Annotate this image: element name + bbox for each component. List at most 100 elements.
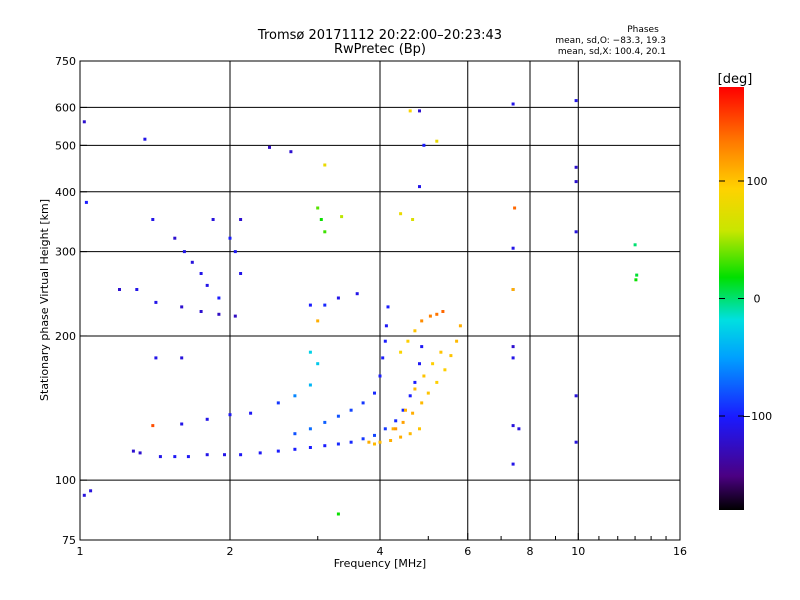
data-point-o (154, 356, 158, 360)
data-point-o (394, 419, 398, 423)
stats-line-o: mean, sd,O: −83.3, 19.3 (555, 36, 666, 46)
data-point-o (418, 109, 421, 113)
data-point-o (574, 440, 578, 444)
data-point-o (383, 339, 387, 343)
x-tick-label: 8 (527, 545, 534, 558)
colorbar-tick-label: −100 (742, 410, 772, 423)
data-point-x (408, 432, 412, 436)
data-point-x (401, 420, 405, 424)
data-point-o (316, 362, 320, 366)
y-tick-label: 75 (62, 534, 76, 547)
data-point-x (323, 163, 327, 167)
data-point-o (135, 288, 139, 291)
data-point-o (384, 324, 388, 328)
x-tick-label: 16 (673, 545, 687, 558)
data-point-x (449, 354, 453, 358)
data-point-o (131, 449, 135, 453)
x-tick-label: 2 (227, 545, 234, 558)
data-point-o (418, 185, 421, 189)
data-point-o (138, 451, 142, 455)
data-point-o (276, 449, 280, 453)
data-point-x (441, 310, 445, 313)
data-point-o (249, 411, 253, 415)
data-point-o (258, 451, 262, 455)
data-point-o (154, 300, 158, 304)
data-point-o (180, 356, 184, 360)
data-point-o (408, 394, 412, 398)
data-point-o (574, 394, 578, 398)
data-point-o (82, 493, 86, 497)
data-point-o (349, 440, 353, 444)
x-tick-label: 6 (464, 545, 471, 558)
data-point-o (118, 288, 121, 291)
data-point-o (180, 422, 184, 426)
data-point-x (511, 288, 515, 291)
data-point-x (428, 314, 432, 318)
data-point-o (190, 260, 194, 264)
data-point-o (233, 314, 237, 318)
data-point-o (223, 453, 226, 457)
colorbar-label: [deg] (718, 72, 753, 87)
data-point-x (373, 442, 376, 446)
data-point-o (308, 446, 312, 449)
y-axis-label: Stationary phase Virtual Height [km] (38, 199, 51, 401)
data-point-o (211, 218, 215, 221)
data-point-o (205, 453, 209, 457)
data-point-o (89, 489, 93, 493)
data-point-x (420, 401, 424, 405)
data-point-o (239, 453, 243, 457)
data-point-o (511, 102, 515, 106)
data-point-o (361, 401, 365, 405)
data-point-o (381, 356, 385, 360)
data-point-x (336, 512, 340, 516)
data-point-x (413, 387, 417, 391)
data-point-x (411, 218, 415, 221)
data-point-x (458, 324, 462, 328)
data-point-x (399, 350, 403, 354)
data-point-o (383, 427, 387, 431)
chart-subtitle: RwPretec (Bp) (334, 42, 426, 57)
data-point-o (239, 218, 243, 221)
y-tick-label: 400 (55, 186, 76, 199)
data-point-o (173, 236, 177, 240)
chart-title: Tromsø 20171112 20:22:00–20:23:43 (257, 28, 502, 43)
data-point-o (293, 394, 297, 398)
data-point-x (634, 278, 638, 282)
x-axis-label: Frequency [MHz] (334, 557, 426, 570)
data-point-o (574, 99, 578, 103)
data-point-o (308, 350, 312, 354)
data-point-x (408, 109, 412, 113)
data-point-o (574, 230, 578, 234)
data-point-o (180, 305, 184, 309)
x-tick-label: 1 (77, 545, 84, 558)
data-point-o (173, 455, 177, 459)
data-point-o (293, 447, 297, 451)
data-point-x (406, 339, 410, 343)
data-point-o (373, 433, 376, 437)
y-tick-label: 500 (55, 139, 76, 152)
data-point-x (319, 218, 323, 221)
data-point-x (513, 206, 517, 210)
data-point-o (378, 374, 382, 378)
data-point-o (422, 143, 426, 147)
data-point-o (308, 383, 312, 387)
data-point-x (420, 319, 424, 323)
grid-lines (80, 61, 680, 540)
colorbar-tick-label: 0 (754, 293, 761, 306)
data-point-x (404, 408, 407, 412)
data-point-o (511, 345, 515, 349)
data-point-o (323, 303, 327, 307)
data-point-x (455, 339, 459, 343)
data-point-o (308, 427, 312, 431)
y-tick-label: 100 (55, 474, 76, 487)
data-point-o (511, 246, 515, 250)
colorbar-ticks: 100 0 −100 (719, 175, 772, 423)
data-point-o (293, 432, 297, 436)
data-point-o (336, 414, 340, 418)
data-point-x (316, 319, 320, 323)
data-point-o (308, 303, 312, 307)
data-point-o (151, 218, 155, 221)
data-point-o (276, 401, 280, 405)
data-point-x (413, 329, 417, 333)
data-point-o (323, 444, 327, 448)
